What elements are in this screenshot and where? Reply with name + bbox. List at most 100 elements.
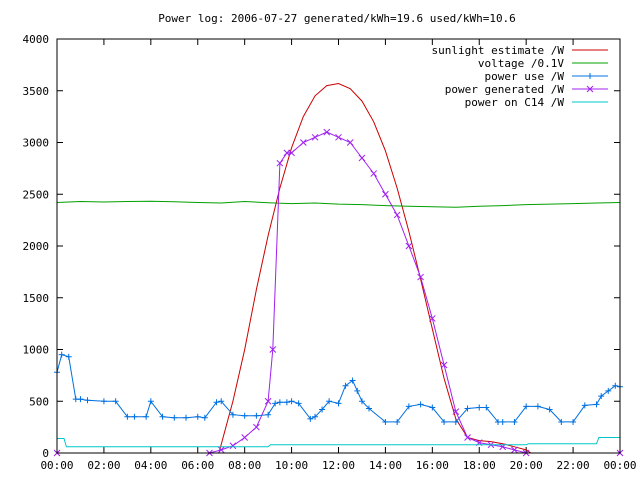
data-point-plus bbox=[171, 414, 178, 421]
plot-frame bbox=[56, 38, 621, 454]
data-point-plus bbox=[253, 412, 260, 419]
data-point-plus bbox=[58, 351, 65, 358]
data-point-cross bbox=[511, 446, 518, 454]
legend-item: power generated /W bbox=[445, 83, 608, 96]
legend-item: sunlight estimate /W bbox=[432, 44, 608, 57]
x-tick-label: 22:00 bbox=[557, 459, 590, 472]
data-point-plus bbox=[593, 401, 600, 408]
data-point-cross bbox=[346, 139, 354, 146]
data-point-plus bbox=[84, 397, 91, 404]
chart-title: Power log: 2006-07-27 generated/kWh=19.6… bbox=[158, 12, 516, 25]
legend-label: sunlight estimate /W bbox=[432, 44, 565, 57]
data-point-plus bbox=[326, 398, 333, 405]
data-point-cross bbox=[405, 242, 413, 250]
data-point-plus bbox=[288, 398, 295, 405]
legend-item: voltage /0.1V bbox=[478, 57, 608, 70]
data-point-plus bbox=[464, 405, 471, 412]
x-tick-label: 06:00 bbox=[181, 459, 214, 472]
data-point-plus bbox=[534, 403, 541, 410]
legend-label: power generated /W bbox=[445, 83, 565, 96]
series-1 bbox=[57, 82, 620, 454]
series-3 bbox=[54, 351, 623, 425]
y-tick-label: 1500 bbox=[23, 292, 50, 305]
data-point-cross bbox=[358, 154, 366, 162]
x-tick-label: 00:00 bbox=[603, 459, 636, 472]
data-point-plus bbox=[476, 404, 483, 411]
x-tick-label: 12:00 bbox=[322, 459, 355, 472]
data-point-plus bbox=[159, 413, 166, 420]
y-tick-label: 2000 bbox=[23, 240, 50, 253]
data-point-plus bbox=[295, 400, 302, 407]
series-2 bbox=[56, 200, 621, 208]
data-point-plus bbox=[605, 387, 612, 394]
data-point-plus bbox=[319, 406, 326, 413]
y-tick-label: 4000 bbox=[23, 33, 50, 46]
legend-item: power use /W bbox=[485, 70, 608, 83]
x-tick-label: 18:00 bbox=[463, 459, 496, 472]
data-point-cross bbox=[393, 211, 401, 219]
data-point-cross bbox=[269, 346, 277, 353]
data-point-plus bbox=[558, 418, 565, 425]
x-tick-label: 08:00 bbox=[228, 459, 261, 472]
data-point-plus bbox=[499, 418, 506, 425]
data-point-cross bbox=[586, 85, 594, 93]
data-point-plus bbox=[201, 414, 208, 421]
data-point-plus bbox=[382, 418, 389, 425]
data-point-plus bbox=[417, 401, 424, 408]
data-point-plus bbox=[365, 405, 372, 412]
data-point-cross bbox=[464, 434, 471, 441]
data-point-plus bbox=[194, 413, 201, 420]
data-point-cross bbox=[253, 423, 260, 431]
data-point-plus bbox=[335, 400, 342, 407]
data-point-plus bbox=[65, 353, 72, 360]
data-point-plus bbox=[598, 393, 605, 400]
series-line bbox=[57, 82, 620, 454]
series-line bbox=[56, 200, 621, 208]
data-point-plus bbox=[147, 398, 154, 405]
plot-series bbox=[53, 82, 624, 457]
data-point-plus bbox=[612, 382, 619, 389]
data-point-plus bbox=[570, 418, 577, 425]
data-point-plus bbox=[124, 413, 131, 420]
data-point-plus bbox=[218, 398, 225, 405]
y-tick-label: 0 bbox=[42, 447, 49, 460]
data-point-cross bbox=[241, 434, 249, 441]
data-point-cross bbox=[229, 442, 237, 450]
legend-label: power use /W bbox=[485, 70, 565, 83]
data-point-cross bbox=[217, 446, 225, 454]
data-point-plus bbox=[312, 413, 319, 420]
data-point-plus bbox=[342, 382, 349, 389]
data-point-cross bbox=[311, 133, 319, 141]
data-point-plus bbox=[483, 404, 490, 411]
legend-item: power on C14 /W bbox=[465, 96, 608, 109]
data-point-plus bbox=[131, 413, 138, 420]
data-point-cross bbox=[335, 133, 342, 141]
data-point-plus bbox=[229, 411, 236, 418]
y-axis-ticks: 0 500 1000 1500 2000 2500 3000 3500 4000 bbox=[23, 33, 620, 460]
x-tick-label: 02:00 bbox=[87, 459, 120, 472]
x-tick-label: 00:00 bbox=[40, 459, 73, 472]
x-tick-label: 04:00 bbox=[134, 459, 167, 472]
data-point-plus bbox=[112, 398, 119, 405]
data-point-cross bbox=[288, 149, 295, 157]
data-point-cross bbox=[382, 190, 389, 198]
data-point-plus bbox=[307, 415, 314, 422]
x-axis-ticks: 00:00 02:00 04:00 06:00 08:00 10:00 12:00 14:00… bbox=[40, 39, 637, 472]
data-point-plus bbox=[183, 414, 190, 421]
data-point-plus bbox=[587, 73, 593, 79]
legend-label: power on C14 /W bbox=[465, 96, 565, 109]
data-point-plus bbox=[265, 411, 272, 418]
y-tick-label: 2500 bbox=[23, 188, 50, 201]
x-tick-label: 20:00 bbox=[510, 459, 543, 472]
data-point-plus bbox=[429, 404, 436, 411]
data-point-plus bbox=[213, 399, 220, 406]
y-tick-label: 3000 bbox=[23, 137, 50, 150]
data-point-plus bbox=[77, 396, 84, 403]
data-point-plus bbox=[354, 387, 361, 394]
data-point-plus bbox=[581, 402, 588, 409]
x-tick-label: 10:00 bbox=[275, 459, 308, 472]
data-point-plus bbox=[523, 403, 530, 410]
data-point-cross bbox=[323, 128, 331, 136]
data-point-cross bbox=[440, 361, 448, 369]
